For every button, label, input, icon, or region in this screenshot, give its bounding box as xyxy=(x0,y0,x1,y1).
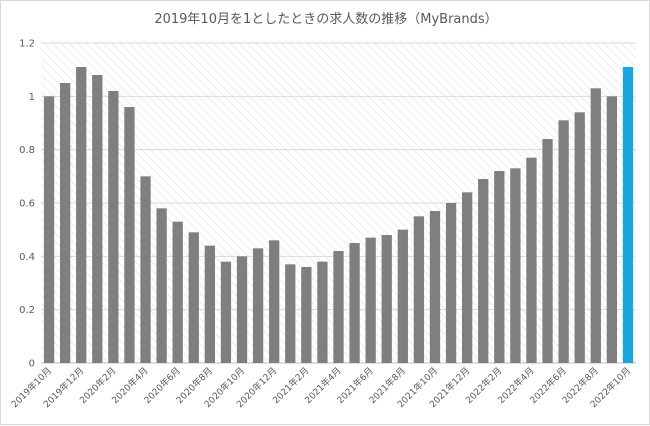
bar xyxy=(606,96,618,363)
bar xyxy=(220,261,232,363)
bar xyxy=(204,245,215,363)
bar xyxy=(76,67,87,363)
bar xyxy=(43,96,55,363)
y-tick-label: 0.6 xyxy=(19,199,35,210)
bar xyxy=(510,168,521,363)
bar xyxy=(108,91,119,363)
bar xyxy=(478,179,489,363)
bar xyxy=(269,240,280,363)
bar xyxy=(445,203,457,363)
bar xyxy=(397,229,408,363)
bar xyxy=(333,251,344,363)
x-axis: 2019年10月2019年12月2020年2月2020年4月2020年6月202… xyxy=(9,365,633,411)
bar xyxy=(188,232,199,363)
bar xyxy=(252,248,264,363)
bar xyxy=(558,120,569,363)
y-tick-label: 0.2 xyxy=(19,305,35,316)
bar xyxy=(542,139,553,363)
bar xyxy=(381,235,392,363)
y-tick-label: 0.4 xyxy=(19,252,35,263)
bar xyxy=(413,216,425,363)
bar xyxy=(92,75,103,363)
bar xyxy=(526,157,537,363)
bar xyxy=(124,107,135,363)
bar xyxy=(140,176,151,363)
bar xyxy=(590,88,601,363)
y-tick-label: 0.8 xyxy=(19,145,35,156)
bar xyxy=(172,221,183,363)
y-tick-label: 1 xyxy=(29,92,35,103)
y-tick-label: 1.2 xyxy=(19,39,35,50)
bar xyxy=(349,243,360,363)
chart-title: 2019年10月を1としたときの求人数の推移（MyBrands） xyxy=(154,12,497,27)
bar xyxy=(622,67,634,363)
bar xyxy=(236,256,248,363)
bar xyxy=(59,83,71,363)
bar xyxy=(317,261,328,363)
bar xyxy=(494,171,505,363)
bar xyxy=(462,192,473,363)
bars xyxy=(43,67,634,363)
bar xyxy=(429,211,441,363)
bar xyxy=(574,112,585,363)
bar xyxy=(301,267,312,363)
y-axis: 0 0.2 0.4 0.6 0.8 1 1.2 xyxy=(19,39,35,370)
bar xyxy=(365,237,376,363)
bar xyxy=(156,208,167,363)
y-tick-label: 0 xyxy=(29,359,35,370)
bar xyxy=(285,264,296,363)
